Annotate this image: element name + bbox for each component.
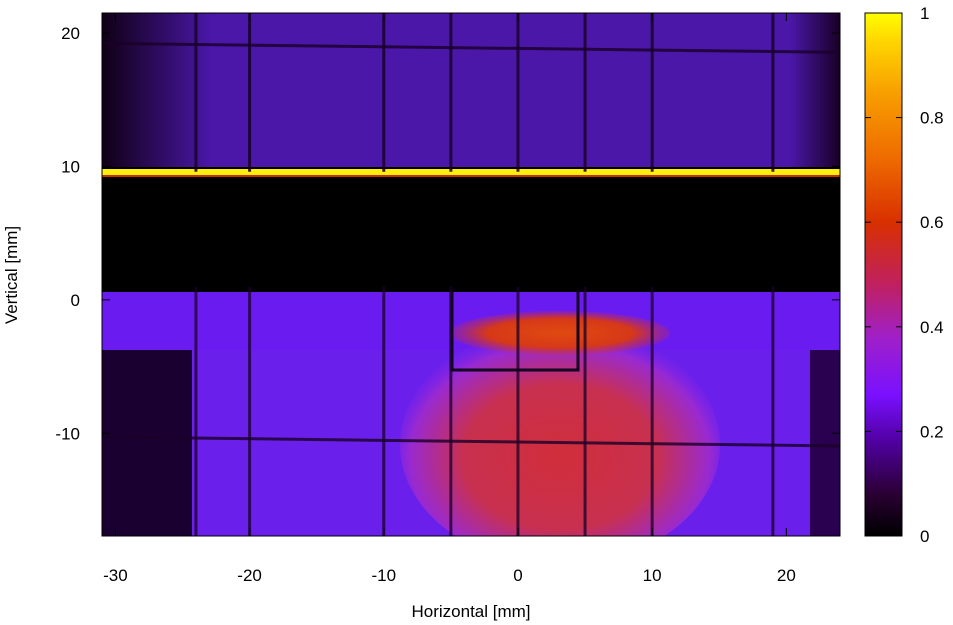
colorbar-tick-label: 0.2 bbox=[920, 422, 944, 441]
region-upper-panel-right-fade bbox=[790, 13, 840, 167]
colorbar-tick-label: 0 bbox=[920, 527, 929, 546]
colorbar-tick-label: 0.8 bbox=[920, 109, 944, 128]
x-tick-label: 20 bbox=[777, 566, 796, 585]
colorbar bbox=[864, 12, 903, 537]
region-lower-right-dark bbox=[810, 350, 840, 536]
plot-frame bbox=[101, 12, 841, 537]
y-tick-label: 0 bbox=[71, 291, 80, 310]
region-upper-panel bbox=[102, 13, 840, 167]
hot-spot bbox=[450, 311, 670, 355]
y-axis-title: Vertical [mm] bbox=[2, 226, 21, 324]
colorbar-tick-label: 1 bbox=[920, 4, 929, 23]
x-tick-label: 0 bbox=[513, 566, 522, 585]
x-tick-label: 10 bbox=[643, 566, 662, 585]
y-tick-label: 20 bbox=[61, 24, 80, 43]
x-tick-label: -30 bbox=[103, 566, 128, 585]
x-axis: -30 -20 -10 0 10 20 bbox=[103, 13, 796, 585]
central-beam-spot bbox=[400, 325, 720, 536]
grid-line-horizontal bbox=[102, 435, 840, 448]
grid-line-horizontal bbox=[102, 41, 840, 54]
y-axis: -10 0 10 20 bbox=[55, 24, 840, 443]
inner-bracket bbox=[450, 290, 580, 372]
colorbar-tick-label: 0.6 bbox=[920, 213, 944, 232]
heatmap-plot-area bbox=[102, 13, 840, 536]
x-axis-title: Horizontal [mm] bbox=[411, 602, 530, 621]
region-upper-panel-left-fade bbox=[102, 13, 212, 167]
colorbar-tick-label: 0.4 bbox=[920, 318, 944, 337]
x-tick-label: -10 bbox=[371, 566, 396, 585]
colorbar-axis: 0 0.2 0.4 0.6 0.8 1 bbox=[865, 4, 944, 546]
y-tick-label: 10 bbox=[61, 157, 80, 176]
grid-lines bbox=[102, 13, 840, 536]
y-tick-label: -10 bbox=[55, 424, 80, 443]
bright-edge-line bbox=[102, 169, 840, 176]
region-lower-left-dark bbox=[102, 350, 192, 536]
bright-edge-line-glow bbox=[102, 175, 840, 177]
x-tick-label: -20 bbox=[237, 566, 262, 585]
